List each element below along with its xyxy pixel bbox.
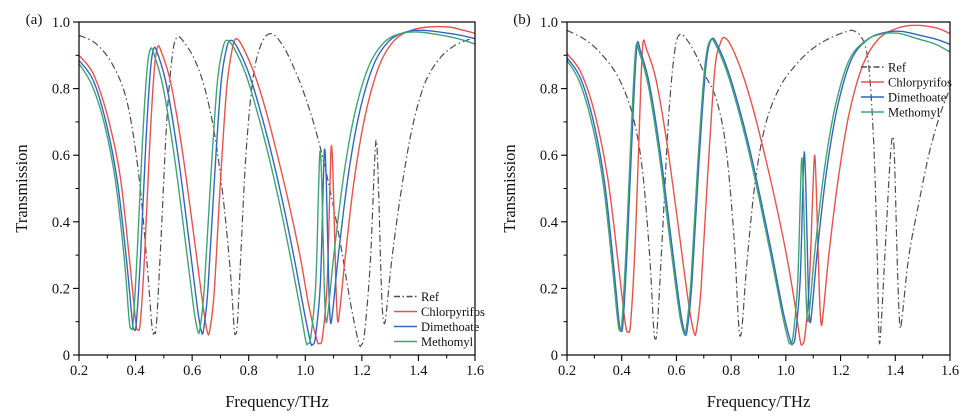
curve-methomyl: [78, 31, 476, 346]
x-tick-label: 0.2: [70, 363, 88, 379]
curve-chlorpyrifos: [566, 24, 951, 346]
x-tick-label: 1.6: [941, 363, 959, 379]
y-tick-label: 1.0: [52, 15, 70, 31]
legend-item-methomyl: Methomyl: [861, 106, 941, 120]
curve-ref: [566, 29, 951, 345]
panel-b: 0.2 0.4 0.6 0.8 1.0 1.2 1.4 1.600.20.40.60.81.0…: [500, 12, 959, 411]
x-tick-label: 0.4: [613, 363, 632, 379]
legend-label-dimethoate: Dimethoate: [421, 320, 480, 334]
curve-chlorpyrifos: [78, 25, 476, 345]
panel-label: (a): [26, 12, 43, 28]
legend-item-chlorpyrifos: Chlorpyrifos: [861, 76, 952, 90]
y-tick-label: 0.2: [540, 281, 558, 297]
y-tick-label: 0.2: [52, 281, 70, 297]
curve-ref: [78, 33, 476, 348]
x-tick-label: 0.2: [558, 363, 576, 379]
series-group: [566, 24, 951, 346]
x-tick-label: 1.6: [466, 363, 484, 379]
legend-label-dimethoate: Dimethoate: [888, 91, 947, 105]
y-tick-label: 0.8: [52, 82, 70, 98]
legend-item-chlorpyrifos: Chlorpyrifos: [394, 305, 485, 319]
x-tick-label: 0.6: [183, 363, 201, 379]
x-tick-label: 1.0: [777, 363, 795, 379]
x-axis-title: Frequency/THz: [707, 392, 811, 411]
y-tick-label: 0.4: [540, 215, 559, 231]
x-tick-label: 0.4: [127, 363, 146, 379]
legend-label-chlorpyrifos: Chlorpyrifos: [421, 305, 485, 319]
plot-frame: [78, 21, 476, 356]
y-tick-label: 0.4: [52, 215, 71, 231]
legend-item-dimethoate: Dimethoate: [861, 91, 947, 105]
y-tick-label: 0.8: [540, 82, 558, 98]
legend-item-ref: Ref: [394, 290, 440, 304]
y-tick-label: 1.0: [540, 15, 558, 31]
x-tick-label: 1.0: [296, 363, 314, 379]
legend-label-chlorpyrifos: Chlorpyrifos: [888, 76, 952, 90]
legend-item-ref: Ref: [861, 61, 907, 75]
curve-methomyl: [566, 32, 951, 345]
legend-label-ref: Ref: [421, 290, 440, 304]
series-group: [78, 25, 476, 348]
x-tick-label: 0.8: [722, 363, 740, 379]
x-tick-label: 0.6: [667, 363, 685, 379]
y-tick-label: 0: [63, 348, 70, 364]
legend-label-ref: Ref: [888, 61, 907, 75]
legend-label-methomyl: Methomyl: [421, 335, 474, 349]
legend-item-dimethoate: Dimethoate: [394, 320, 480, 334]
legend-label-methomyl: Methomyl: [888, 106, 941, 120]
legend-item-methomyl: Methomyl: [394, 335, 474, 349]
x-tick-label: 1.2: [353, 363, 371, 379]
panel-label: (b): [513, 12, 531, 28]
y-tick-label: 0.6: [540, 148, 558, 164]
curve-dimethoate: [78, 29, 476, 347]
y-tick-label: 0: [551, 348, 558, 364]
x-tick-label: 0.8: [240, 363, 258, 379]
panel-a: 0.2 0.4 0.6 0.8 1.0 1.2 1.4 1.600.20.40.60.81.0…: [12, 12, 485, 411]
x-tick-label: 1.4: [409, 363, 428, 379]
y-axis-title: Transmission: [12, 144, 31, 232]
x-axis-title: Frequency/THz: [225, 392, 329, 411]
curve-dimethoate: [566, 30, 951, 346]
y-tick-label: 0.6: [52, 148, 70, 164]
x-tick-label: 1.2: [832, 363, 850, 379]
x-tick-label: 1.4: [886, 363, 905, 379]
y-axis-title: Transmission: [500, 144, 519, 232]
